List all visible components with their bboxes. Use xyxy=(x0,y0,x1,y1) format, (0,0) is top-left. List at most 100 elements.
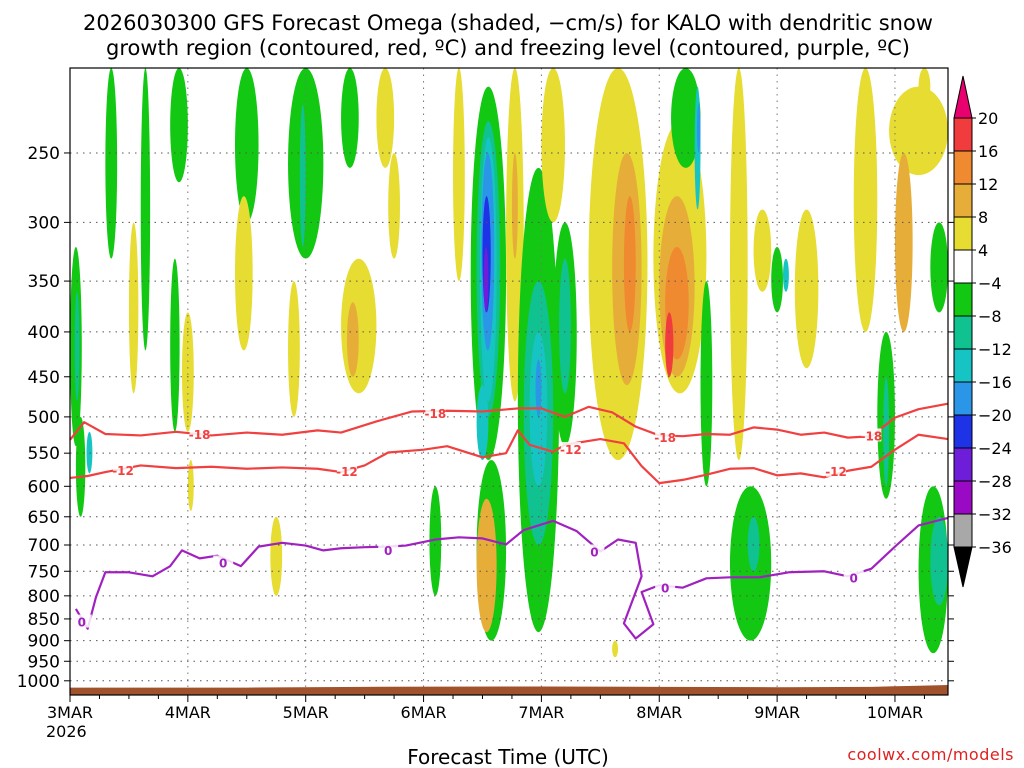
omega-shade-patch xyxy=(376,68,395,168)
contour-label-bg xyxy=(655,429,676,443)
omega-shade-patch xyxy=(930,222,948,313)
colorbar-label: −20 xyxy=(978,406,1012,425)
y-tick-label: 350 xyxy=(28,272,60,292)
omega-shade-patch xyxy=(483,246,489,313)
omega-shade-patch xyxy=(511,152,518,259)
omega-shade-patch xyxy=(783,258,789,292)
contour-label-bg xyxy=(843,570,864,584)
omega-shade-patch xyxy=(270,516,283,596)
x-tick-label: 10MAR xyxy=(867,703,923,722)
x-tick-label: 7MAR xyxy=(518,703,564,722)
omega-shade-patch xyxy=(388,152,400,259)
contour-line xyxy=(74,516,949,640)
y-tick-label: 650 xyxy=(28,508,60,528)
x-tick-label: 3MAR xyxy=(47,703,93,722)
omega-shade-patch xyxy=(930,516,948,606)
contour-label-bg xyxy=(336,463,357,477)
contour-label: 0 xyxy=(661,582,669,596)
contour-label: -12 xyxy=(560,443,582,457)
colorbar-band xyxy=(953,216,973,251)
grid-lines xyxy=(70,68,948,695)
contour-label-bg xyxy=(213,555,234,569)
contour-label-bg xyxy=(113,463,134,477)
colorbar-band xyxy=(953,414,973,449)
colorbar-label: 12 xyxy=(978,175,998,194)
y-tick-label: 800 xyxy=(28,587,60,607)
y-axis: 2503003504004505005506006507007508008509… xyxy=(17,144,954,692)
x-tick-label: 9MAR xyxy=(754,703,800,722)
omega-shade-patch xyxy=(671,68,701,168)
contour-label: 0 xyxy=(219,557,227,571)
colorbar-band xyxy=(953,315,973,350)
contour-label-bg xyxy=(655,580,676,594)
plot-area: -18 -18 -18 -18 -12 -12 -12 -12 0 0 0 0 0 0 xyxy=(69,67,949,696)
contour-label: -18 xyxy=(424,407,446,421)
colorbar-label: −8 xyxy=(978,307,1002,326)
omega-shade-patch xyxy=(170,68,188,183)
contour-label: -18 xyxy=(861,429,883,443)
colorbar-band xyxy=(953,249,973,284)
contour-label-bg xyxy=(425,406,446,420)
omega-shade-patch xyxy=(696,104,701,153)
omega-shade-patch xyxy=(341,258,377,394)
y-tick-label: 450 xyxy=(28,368,60,388)
colorbar-label: 8 xyxy=(978,208,988,227)
y-tick-label: 500 xyxy=(28,408,60,428)
ground-layer xyxy=(70,684,948,695)
contour-line xyxy=(69,402,949,441)
x-tick-label: 8MAR xyxy=(636,703,682,722)
contour-label: -18 xyxy=(654,431,676,445)
colorbar-band xyxy=(953,348,973,383)
y-tick-label: 300 xyxy=(28,213,60,233)
omega-shade-patch xyxy=(234,68,259,223)
omega-shade-patch xyxy=(883,376,890,487)
omega-shade-patch xyxy=(700,281,713,487)
colorbar-label: −32 xyxy=(978,505,1012,524)
y-tick-label: 1000 xyxy=(17,672,60,692)
colorbar-label: 20 xyxy=(978,109,998,128)
omega-shade-patch xyxy=(753,209,772,292)
contour-label: -12 xyxy=(112,464,134,478)
contour-label-bg xyxy=(826,463,847,477)
x-tick-label: 5MAR xyxy=(283,703,329,722)
omega-shade-patch xyxy=(747,516,760,572)
omega-shade-patch xyxy=(535,359,542,417)
contour-label: -12 xyxy=(825,465,847,479)
omega-shade-patch xyxy=(74,291,80,402)
ground-surface xyxy=(70,684,948,695)
omega-shade-patch xyxy=(894,152,913,332)
omega-shade-patch xyxy=(453,68,465,282)
omega-shade-patch xyxy=(170,258,180,432)
colorbar-band xyxy=(953,183,973,218)
colorbar-label: 4 xyxy=(978,241,988,260)
credit-text: coolwx.com/models xyxy=(847,745,1014,764)
colorbar-label: 16 xyxy=(978,142,998,161)
contour-label: 0 xyxy=(78,616,86,630)
colorbar-band xyxy=(953,381,973,416)
x-tick-sublabel: 2026 xyxy=(46,722,87,741)
omega-shade-patch xyxy=(623,196,636,332)
omega-shade-patch xyxy=(346,302,359,377)
omega-shade-patch xyxy=(75,416,86,517)
y-tick-label: 600 xyxy=(28,477,60,497)
colorbar-top-arrow xyxy=(953,75,973,119)
omega-shade-patch xyxy=(429,486,442,596)
contour-label-bg xyxy=(378,542,399,556)
contour-label: 0 xyxy=(850,571,858,585)
colorbar-label: −4 xyxy=(978,274,1002,293)
omega-shade-patch xyxy=(86,431,93,474)
omega-shade-patch xyxy=(288,281,300,417)
contour-label-bg xyxy=(71,614,92,628)
y-tick-label: 850 xyxy=(28,610,60,630)
omega-shade-patch xyxy=(181,312,194,432)
contour-line xyxy=(69,429,949,485)
contour-label: -18 xyxy=(189,428,211,442)
x-axis-label: Forecast Time (UTC) xyxy=(407,745,609,768)
contour-layer: -18 -18 -18 -18 -12 -12 -12 -12 0 0 0 0 0 0 xyxy=(69,402,949,640)
omega-shade-patch xyxy=(128,222,139,394)
colorbar-label: −28 xyxy=(978,472,1012,491)
omega-shade-patch xyxy=(341,68,359,168)
omega-shade-patch xyxy=(476,385,489,461)
